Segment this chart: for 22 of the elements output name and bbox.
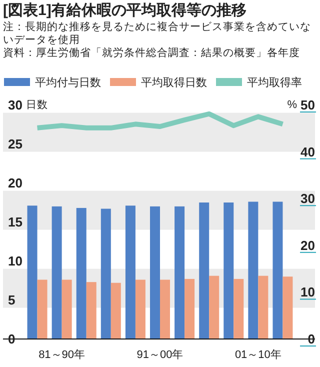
x-tick-label: 91～00年 <box>136 349 184 361</box>
annotation: 注：長期的な推移を見るために複合サービス事業を含めていないデータを使用 <box>3 21 312 47</box>
y2-tick-label: 50 <box>300 98 315 112</box>
y-tick-label: 30 <box>8 98 22 112</box>
y2-tick-label: 40 <box>300 144 315 160</box>
legend-label: 平均取得率 <box>247 76 302 89</box>
legend-label: 平均付与日数 <box>35 76 101 89</box>
y-tick-label: 25 <box>8 136 22 152</box>
y-tick-label: 10 <box>8 254 22 268</box>
y-tick-label: 20 <box>8 176 22 190</box>
x-tick-label: 01～10年 <box>234 349 282 361</box>
y2-axis-title: % <box>287 99 298 111</box>
x-tick-label: 81～90年 <box>38 349 86 361</box>
y-axis-title: 日数 <box>26 99 48 111</box>
y-tick-label: 15 <box>8 214 22 230</box>
y2-tick-label: 30 <box>300 191 315 206</box>
title: [図表1]有給休暇の平均取得等の推移 <box>3 1 246 20</box>
annotation: 資料：厚生労働省「就労条件総合調査：結果の概要」各年度 <box>3 47 301 60</box>
y2-tick-label: 10 <box>300 284 315 300</box>
legend-label: 平均取得日数 <box>141 77 207 89</box>
y-tick-label: 5 <box>8 292 16 308</box>
y2-tick-label: 20 <box>300 238 315 253</box>
